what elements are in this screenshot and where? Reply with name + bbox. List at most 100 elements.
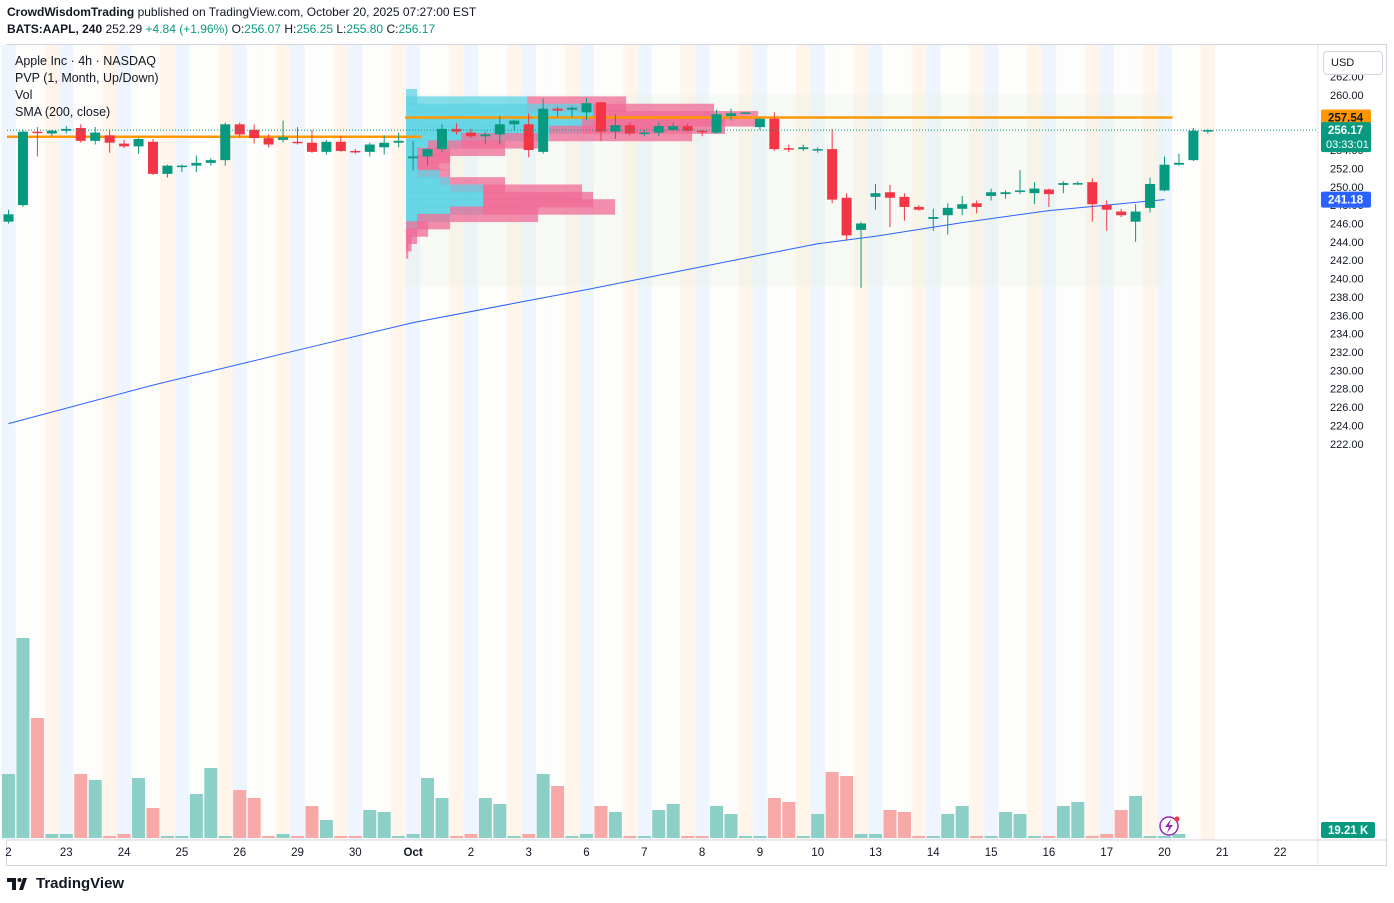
volume-bar [1100, 834, 1114, 838]
sma-price-badge-text: 241.18 [1328, 195, 1364, 207]
session-band [44, 45, 60, 840]
x-tick-label: 24 [118, 847, 131, 859]
session-band [796, 45, 811, 840]
candle-body [1173, 162, 1184, 165]
candle-body [697, 130, 708, 133]
volume-bar [666, 804, 680, 838]
x-tick-label: 3 [525, 847, 531, 859]
candle [422, 148, 433, 166]
candle [75, 124, 86, 143]
candle-body [899, 196, 910, 207]
candle [1159, 156, 1170, 192]
session-backgrounds [1, 45, 1216, 840]
session-band [709, 45, 724, 840]
volume-bar [1027, 836, 1041, 838]
x-tick-label: 17 [1100, 847, 1113, 859]
y-tick-label: 226.00 [1330, 402, 1364, 414]
candle [639, 129, 650, 137]
session-band [868, 45, 883, 840]
candle [1173, 153, 1184, 166]
candle [509, 119, 520, 131]
session-band [608, 45, 623, 840]
candle-body [682, 126, 693, 131]
volume-bar [1129, 796, 1143, 838]
candle [133, 138, 144, 154]
legend-title[interactable]: Apple Inc · 4h · NASDAQ [15, 54, 157, 68]
candle [220, 122, 231, 166]
session-band [449, 45, 464, 840]
volume-bar [580, 834, 593, 838]
session-band [59, 45, 74, 840]
session-band [940, 45, 955, 840]
session-band [1113, 45, 1129, 840]
candle-body [552, 108, 563, 111]
profile-row-down [406, 243, 409, 259]
y-tick-label: 230.00 [1330, 365, 1364, 377]
session-band [507, 45, 522, 840]
volume-bar [363, 810, 377, 838]
candle [812, 147, 823, 153]
volume-bar [276, 834, 290, 838]
y-tick-label: 242.00 [1330, 255, 1364, 267]
candle-body [191, 162, 202, 166]
y-tick-label: 238.00 [1330, 292, 1364, 304]
session-band [391, 45, 406, 840]
legend-pvp[interactable]: PVP (1, Month, Up/Down) [15, 71, 159, 85]
resistance-price-badge-text: 257.54 [1328, 113, 1364, 125]
volume-bar [406, 834, 420, 838]
volume-bar [753, 836, 767, 838]
currency-button[interactable]: USD [1323, 51, 1383, 75]
candle [668, 122, 679, 131]
session-band [87, 45, 103, 840]
candle-body [306, 142, 317, 152]
profile-row-down [406, 235, 412, 252]
candle-body [870, 193, 881, 197]
candle-body [509, 120, 520, 125]
volume-bar [30, 718, 44, 838]
alert-lightning-icon[interactable] [1159, 816, 1180, 836]
candle-body [928, 217, 939, 219]
candle [624, 122, 635, 136]
session-band [723, 45, 739, 840]
volume-bar [45, 834, 59, 838]
x-tick-label: 2 [5, 847, 11, 859]
volume-bar [160, 836, 174, 838]
candle [1145, 177, 1156, 213]
x-tick-label: 10 [811, 847, 824, 859]
x-tick-label: 30 [349, 847, 362, 859]
legend-sma[interactable]: SMA (200, close) [15, 105, 111, 119]
volume-bar [955, 806, 969, 838]
session-band [478, 45, 493, 840]
candle-body [783, 148, 794, 150]
candle [278, 120, 289, 143]
candle-body [480, 134, 491, 137]
candle-body [364, 144, 375, 152]
session-band [203, 45, 219, 840]
candle-body [249, 129, 260, 139]
y-tick-label: 234.00 [1330, 329, 1364, 341]
candle [783, 144, 794, 152]
author-name[interactable]: CrowdWisdomTrading [7, 5, 135, 19]
volume-bar [233, 790, 247, 838]
volume-bar [1042, 836, 1056, 838]
candle [1116, 208, 1127, 218]
volume-bar [1085, 836, 1099, 838]
candle-body [595, 102, 606, 132]
session-band [1056, 45, 1071, 840]
volume-bar [883, 810, 897, 838]
candle [249, 124, 260, 144]
session-band [550, 45, 565, 840]
candle-body [769, 118, 780, 150]
candle-body [162, 165, 173, 174]
candle-body [1116, 211, 1127, 216]
candle [567, 105, 578, 117]
candle [32, 127, 43, 157]
y-tick-label: 228.00 [1330, 384, 1364, 396]
volume-bar [984, 836, 998, 838]
x-tick-label: 25 [176, 847, 189, 859]
candle [884, 184, 895, 228]
legend-vol[interactable]: Vol [15, 88, 33, 102]
candle [740, 112, 751, 115]
candle-body [321, 141, 332, 152]
